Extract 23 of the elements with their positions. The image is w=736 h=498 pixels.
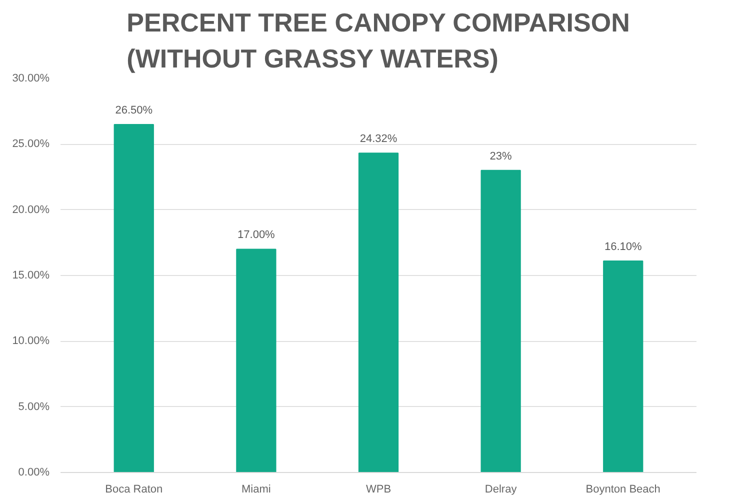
data-label: 17.00%: [238, 229, 276, 242]
data-label: 23%: [490, 150, 512, 162]
data-label: 24.32%: [360, 133, 398, 146]
x-tick-label: Boynton Beach: [586, 484, 660, 496]
bar: [480, 170, 521, 472]
y-tick-label: 20.00%: [12, 204, 50, 216]
y-tick-label: 30.00%: [12, 72, 50, 84]
bar: [114, 124, 154, 472]
y-tick-label: 0.00%: [18, 466, 50, 478]
x-tick-label: Delray: [484, 484, 518, 496]
bar: [236, 248, 276, 472]
y-tick-label: 15.00%: [12, 270, 50, 282]
data-label: 16.10%: [604, 241, 642, 254]
bar: [358, 152, 399, 472]
x-tick-label: WPB: [366, 484, 392, 496]
x-tick-label: Miami: [242, 484, 271, 496]
y-tick-label: 10.00%: [12, 335, 50, 348]
y-tick-label: 25.00%: [12, 138, 50, 150]
chart-title: PERCENT TREE CANOPY COMPARISON (WITHOUT GRASSY WATERS): [126, 8, 630, 74]
data-label: 26.50%: [115, 104, 153, 116]
y-tick-label: 5.00%: [18, 400, 50, 413]
bar: [603, 260, 644, 472]
x-tick-label: Boca Raton: [105, 484, 163, 496]
